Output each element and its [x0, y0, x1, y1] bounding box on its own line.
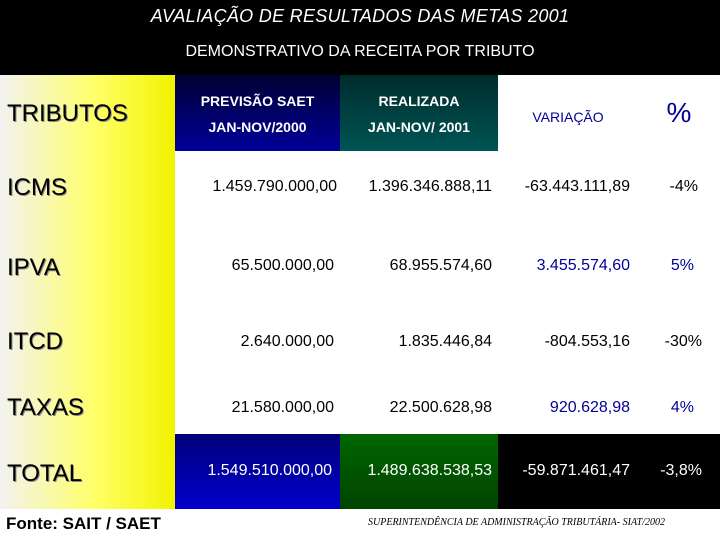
- row-variacao: -63.443.111,89: [524, 178, 630, 195]
- row-pct: -4%: [669, 178, 698, 195]
- total-pct-bg: [638, 434, 720, 509]
- row-tributo: ITCD: [7, 328, 63, 355]
- row-tributo: TAXAS: [7, 394, 84, 421]
- row-variacao: -804.553,16: [544, 333, 630, 350]
- header-variacao-cell: VARIAÇÃO: [498, 75, 638, 151]
- row-tributo: TOTAL: [7, 460, 83, 487]
- header-realizada-line2: JAN-NOV/ 2001: [368, 119, 470, 135]
- row-previsao: 1.459.790.000,00: [212, 178, 337, 195]
- header-pct: %: [666, 97, 692, 128]
- row-previsao: 1.549.510.000,00: [207, 462, 332, 479]
- row-tributo: IPVA: [7, 254, 60, 281]
- header-previsao-line2: JAN-NOV/2000: [208, 119, 307, 135]
- title-bar: [0, 0, 720, 75]
- total-variacao-bg: [498, 434, 638, 509]
- header-previsao: PREVISÃO SAET JAN-NOV/2000: [175, 75, 340, 151]
- row-realizada: 68.955.574,60: [389, 257, 492, 274]
- row-tributo: ICMS: [7, 174, 67, 201]
- row-previsao: 2.640.000,00: [240, 333, 334, 350]
- row-realizada: 1.489.638.538,53: [367, 462, 492, 479]
- page-title: AVALIAÇÃO DE RESULTADOS DAS METAS 2001: [150, 6, 570, 26]
- row-realizada: 22.500.628,98: [389, 399, 492, 416]
- header-realizada-line1: REALIZADA: [378, 93, 460, 109]
- row-realizada: 1.835.446,84: [398, 333, 492, 350]
- header-realizada: REALIZADA JAN-NOV/ 2001: [340, 75, 498, 151]
- total-previsao-bg: [175, 434, 340, 509]
- row-variacao: -59.871.461,47: [522, 462, 630, 479]
- row-previsao: 21.580.000,00: [231, 399, 334, 416]
- header-previsao-line1: PREVISÃO SAET: [200, 93, 315, 109]
- row-pct: 4%: [670, 399, 694, 416]
- tributos-column-background: [0, 75, 175, 509]
- header-pct-cell: %: [638, 75, 720, 151]
- total-realizada-bg: [340, 434, 498, 509]
- source-note: Fonte: SAIT / SAET: [6, 514, 161, 533]
- row-pct: -3,8%: [660, 462, 702, 479]
- row-pct: -30%: [664, 333, 702, 350]
- agency-note: SUPERINTENDÊNCIA DE ADMINISTRAÇÃO TRIBUT…: [368, 517, 666, 528]
- page-subtitle: DEMONSTRATIVO DA RECEITA POR TRIBUTO: [185, 43, 535, 60]
- row-realizada: 1.396.346.888,11: [368, 178, 492, 195]
- row-variacao: 3.455.574,60: [536, 257, 630, 274]
- header-variacao: VARIAÇÃO: [532, 109, 604, 125]
- row-previsao: 65.500.000,00: [231, 257, 334, 274]
- header-tributos: TRIBUTOS: [7, 100, 128, 127]
- row-variacao: 920.628,98: [549, 399, 630, 416]
- row-pct: 5%: [670, 257, 694, 274]
